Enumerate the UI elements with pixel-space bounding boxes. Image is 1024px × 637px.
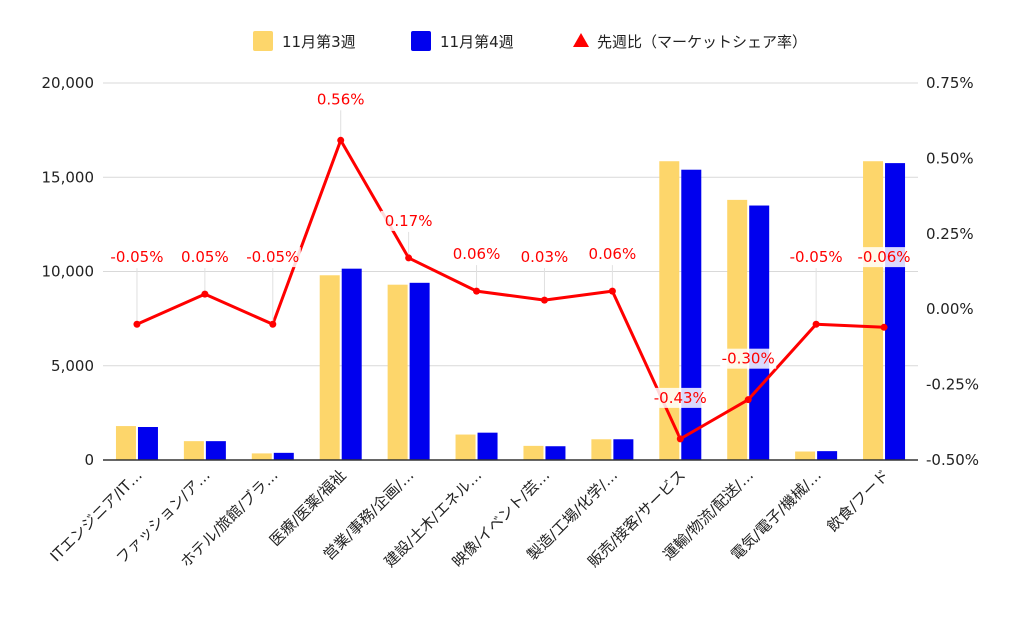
bar-series1 <box>115 426 136 460</box>
legend-swatch-series1 <box>253 31 273 51</box>
legend-label-series3: 先週比（マーケットシェア率） <box>597 33 807 51</box>
bar-series2 <box>273 452 294 460</box>
data-label-bg <box>176 247 233 268</box>
y-right-tick-label: 0.75% <box>926 74 974 92</box>
data-label-bg <box>312 89 369 110</box>
data-label: 0.05% <box>181 248 229 266</box>
y-left-tick-label: 0 <box>84 451 94 469</box>
bar-series2 <box>681 169 702 460</box>
line-point <box>540 296 548 304</box>
x-category-label: 飲食/フード <box>824 466 893 535</box>
bar-series2 <box>477 432 498 460</box>
data-label-bg <box>244 247 301 268</box>
y-right-tick-label: -0.50% <box>926 451 979 469</box>
line-point <box>608 287 616 295</box>
y-left-tick-label: 5,000 <box>51 357 94 375</box>
bar-series2 <box>545 446 566 460</box>
bar-series1 <box>251 453 272 460</box>
line-point <box>473 287 481 295</box>
bar-series2 <box>817 451 838 460</box>
data-label: 0.17% <box>385 212 433 230</box>
data-label-bg <box>108 247 165 268</box>
y-right-tick-label: 0.25% <box>926 225 974 243</box>
bar-series2 <box>749 205 770 460</box>
bar-series2 <box>613 439 634 460</box>
data-label-bg <box>584 244 641 265</box>
line-point <box>812 320 820 328</box>
data-label: -0.05% <box>110 248 163 266</box>
bar-series1 <box>387 284 408 460</box>
bar-series1 <box>659 161 680 461</box>
line-point <box>133 320 141 328</box>
y-right-tick-label: 0.00% <box>926 300 974 318</box>
bar-series2 <box>205 441 226 460</box>
y-left-tick-label: 20,000 <box>42 74 95 92</box>
y-left-tick-label: 15,000 <box>42 168 95 186</box>
legend-triangle-icon <box>573 33 589 47</box>
data-label: -0.43% <box>654 389 707 407</box>
legend-label-series1: 11月第3週 <box>282 33 356 51</box>
bar-series1 <box>319 275 340 460</box>
line-point <box>744 396 752 404</box>
data-label: 0.56% <box>317 90 365 108</box>
line-point <box>880 323 888 331</box>
legend-label-series2: 11月第4週 <box>440 33 514 51</box>
data-label-bg <box>720 348 777 369</box>
bar-series1 <box>183 441 204 460</box>
line-series <box>136 138 885 441</box>
data-label: -0.05% <box>246 248 299 266</box>
data-label-bg <box>448 244 505 265</box>
bar-series2 <box>341 268 362 460</box>
line-point <box>337 136 345 144</box>
line-point <box>405 254 413 262</box>
bar-series1 <box>455 434 476 460</box>
bar-series2 <box>137 427 158 460</box>
data-label-bg <box>788 247 845 268</box>
data-label-bg <box>856 247 913 268</box>
data-label: 0.03% <box>521 248 569 266</box>
data-label: -0.30% <box>722 350 775 368</box>
data-label: 0.06% <box>589 245 637 263</box>
y-right-tick-label: -0.25% <box>926 376 979 394</box>
data-label: 0.06% <box>453 245 501 263</box>
data-label: -0.06% <box>858 248 911 266</box>
bar-series1 <box>591 439 612 460</box>
bar-series2 <box>409 282 430 460</box>
line-point <box>269 320 277 328</box>
bar-series1 <box>523 445 544 460</box>
data-label-bg <box>380 210 437 231</box>
bar-series1 <box>795 451 816 460</box>
data-label-bg <box>516 247 573 268</box>
data-label-bg <box>652 387 709 408</box>
data-label: -0.05% <box>790 248 843 266</box>
bar-series1 <box>727 199 748 460</box>
y-left-tick-label: 10,000 <box>42 263 95 281</box>
line-point <box>676 435 684 443</box>
line-point <box>201 290 209 298</box>
legend-swatch-series2 <box>411 31 431 51</box>
y-right-tick-label: 0.50% <box>926 149 974 167</box>
bar-series2 <box>885 163 906 461</box>
bar-series1 <box>863 161 884 461</box>
